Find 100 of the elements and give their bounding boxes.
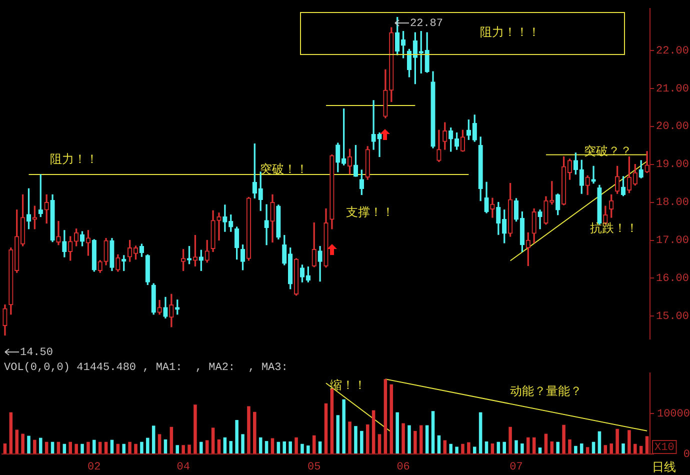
x-tick-label: 04: [176, 462, 190, 474]
bar: [170, 426, 174, 454]
bar: [604, 445, 608, 454]
bar: [360, 430, 364, 454]
bar: [532, 437, 536, 454]
bar: [116, 444, 120, 454]
bar: [514, 440, 518, 454]
bar: [182, 445, 185, 454]
bar: [455, 446, 458, 454]
bar: [300, 444, 304, 454]
bar: [449, 444, 452, 454]
bar: [461, 444, 464, 454]
bar: [610, 443, 613, 454]
bar: [74, 444, 78, 454]
bar: [556, 442, 560, 454]
bar: [56, 442, 60, 454]
bar: [140, 442, 144, 454]
bar: [586, 447, 590, 454]
bar: [634, 444, 637, 454]
bar: [217, 439, 221, 454]
y-tick-label: 0: [683, 448, 690, 461]
bar: [574, 446, 578, 454]
bar: [80, 444, 84, 454]
bar: [425, 425, 429, 454]
x-tick-label: 06: [396, 462, 410, 474]
y-tick-label: 17.00: [656, 235, 690, 248]
bar: [645, 436, 649, 454]
bar: [68, 442, 72, 454]
bar: [592, 442, 596, 454]
bar: [200, 442, 203, 454]
bar: [318, 441, 322, 454]
bar: [384, 379, 388, 454]
bar: [396, 412, 399, 454]
bar: [443, 440, 447, 454]
bar: [134, 444, 138, 454]
bar: [98, 442, 102, 454]
bar: [146, 438, 150, 454]
bar: [348, 422, 352, 454]
bar: [33, 440, 36, 454]
annotation: 突破？？: [584, 144, 632, 158]
bar: [152, 426, 156, 454]
bar: [188, 444, 191, 454]
bar: [44, 442, 48, 454]
x-tick-label: 05: [308, 462, 321, 474]
candlestick: [377, 132, 382, 158]
bar: [622, 443, 625, 454]
bar: [264, 441, 268, 454]
bar: [122, 444, 126, 454]
bar: [378, 434, 382, 454]
annotation: 阻力！！！: [480, 25, 540, 40]
x-tick-label: 02: [88, 462, 101, 474]
bar: [158, 434, 162, 454]
y-tick-label: 15.00: [656, 311, 690, 324]
bar: [550, 441, 554, 454]
candlestick: [371, 100, 376, 150]
bar: [496, 442, 500, 454]
y-tick-label: 10000: [656, 408, 690, 420]
bar: [39, 438, 42, 454]
candlestick: [591, 166, 596, 184]
bar: [194, 404, 197, 454]
text: 日线: [652, 460, 676, 474]
bar: [336, 415, 340, 454]
y-axis-title: X10: [654, 442, 674, 454]
annotation: 缩！！: [330, 378, 366, 392]
bar: [50, 442, 54, 454]
bar: [15, 430, 18, 454]
bar: [258, 437, 262, 454]
bar: [372, 410, 376, 454]
bar: [247, 406, 250, 454]
bar: [235, 420, 238, 454]
y-tick-label: 18.00: [656, 197, 690, 210]
bar: [229, 441, 233, 454]
bar: [544, 434, 548, 454]
bar: [21, 434, 24, 454]
bar: [312, 435, 316, 454]
bar: [211, 428, 215, 454]
bar: [526, 437, 530, 454]
bar: [598, 431, 602, 454]
bar: [288, 441, 292, 454]
bar: [402, 423, 405, 454]
bar: [270, 438, 274, 454]
bar: [490, 443, 494, 454]
y-tick-label: 21.00: [656, 83, 690, 96]
bar: [408, 425, 411, 454]
bar: [104, 442, 108, 454]
bar: [467, 442, 470, 454]
bar: [639, 446, 643, 454]
annotation: 突破！！: [260, 162, 308, 176]
bar: [484, 441, 488, 454]
bar: [580, 443, 584, 454]
bar: [276, 442, 280, 454]
bar: [562, 424, 566, 454]
bar: [324, 403, 328, 454]
annotation: 抗跌！！: [590, 221, 638, 236]
bar: [419, 425, 423, 454]
bar: [92, 440, 96, 454]
bar: [306, 445, 310, 454]
bar: [508, 426, 512, 454]
bar: [390, 384, 394, 454]
bar: [9, 412, 13, 454]
